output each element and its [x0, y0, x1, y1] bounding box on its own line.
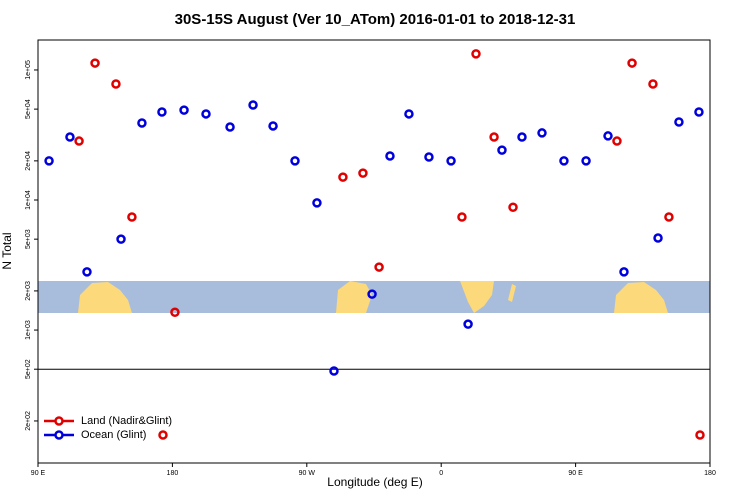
- point: [446, 156, 456, 166]
- y-tick-label: 2e+04: [25, 151, 32, 171]
- point: [648, 79, 658, 89]
- point: [517, 132, 527, 142]
- point: [463, 319, 473, 329]
- point: [312, 198, 322, 208]
- point: [90, 58, 100, 68]
- point: [471, 49, 481, 59]
- x-tick-label: 90 W: [299, 470, 316, 477]
- point: [290, 156, 300, 166]
- point: [170, 307, 180, 318]
- legend-label: Ocean (Glint): [81, 429, 146, 441]
- x-tick-label: 0: [439, 470, 443, 477]
- point: [424, 152, 434, 162]
- y-tick-label: 5e+02: [25, 359, 32, 379]
- point: [65, 132, 75, 142]
- point: [358, 168, 368, 178]
- point: [603, 131, 613, 141]
- point: [627, 58, 637, 68]
- point: [329, 366, 339, 376]
- chart-title: 30S-15S August (Ver 10_ATom) 2016-01-01 …: [175, 11, 576, 28]
- legend-marker: [54, 430, 64, 440]
- y-tick-label: 5e+04: [25, 99, 32, 119]
- x-axis-label: Longitude (deg E): [327, 475, 422, 489]
- point: [111, 79, 121, 89]
- point: [201, 109, 211, 119]
- y-tick-label: 2e+02: [25, 411, 32, 431]
- point: [74, 136, 84, 146]
- point: [179, 105, 189, 115]
- point: [82, 267, 92, 277]
- y-tick-label: 1e+04: [25, 190, 32, 210]
- point: [674, 117, 684, 127]
- point: [385, 151, 395, 161]
- point: [404, 109, 414, 119]
- point: [225, 122, 235, 132]
- point: [694, 107, 704, 117]
- x-tick-label: 90 E: [31, 470, 46, 477]
- point: [559, 156, 569, 166]
- point: [508, 202, 518, 212]
- point: [374, 262, 384, 272]
- point: [157, 107, 167, 117]
- x-tick-label: 180: [167, 470, 179, 477]
- point: [367, 289, 377, 299]
- y-tick-label: 1e+03: [25, 320, 32, 340]
- plot-frame: [37, 39, 711, 464]
- point: [619, 267, 629, 277]
- map-band: [38, 281, 710, 313]
- point: [44, 156, 54, 166]
- x-tick-label: 180: [704, 470, 716, 477]
- legend-marker: [54, 416, 64, 426]
- x-tick-label: 90 E: [568, 470, 583, 477]
- point: [137, 118, 147, 128]
- point: [537, 128, 547, 138]
- y-axis-label: N Total: [0, 232, 14, 269]
- point: [664, 212, 674, 222]
- point: [116, 234, 126, 244]
- y-tick-label: 1e+05: [25, 60, 32, 80]
- point: [497, 145, 507, 155]
- point: [268, 121, 278, 131]
- legend-label: Land (Nadir&Glint): [81, 415, 172, 427]
- point: [127, 212, 137, 222]
- point: [612, 136, 622, 146]
- point: [653, 233, 663, 243]
- point: [489, 132, 499, 142]
- y-tick-label: 2e+03: [25, 281, 32, 301]
- point: [248, 100, 258, 110]
- point: [338, 172, 348, 182]
- y-tick-label: 5e+03: [25, 229, 32, 249]
- point: [581, 156, 591, 166]
- point: [457, 212, 467, 222]
- point: [695, 430, 705, 440]
- point: [158, 430, 168, 440]
